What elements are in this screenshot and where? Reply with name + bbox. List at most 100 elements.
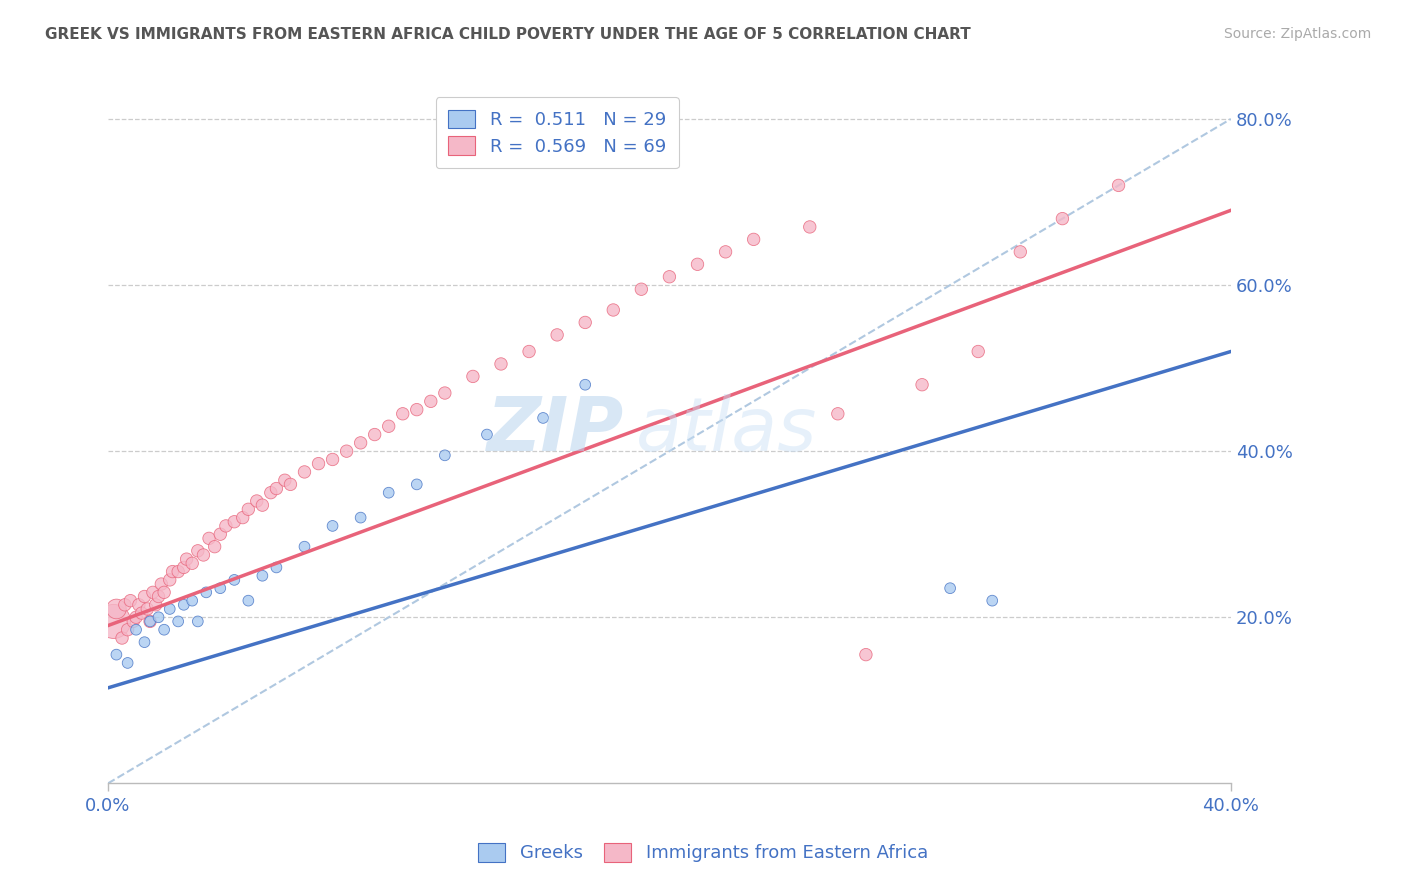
Point: [574, 377, 596, 392]
Point: [911, 377, 934, 392]
Point: [204, 540, 226, 554]
Point: [322, 519, 344, 533]
Text: ZIP: ZIP: [488, 394, 624, 467]
Point: [209, 581, 232, 595]
Point: [120, 593, 142, 607]
Legend: R =  0.511   N = 29, R =  0.569   N = 69: R = 0.511 N = 29, R = 0.569 N = 69: [436, 97, 679, 169]
Point: [433, 386, 456, 401]
Point: [391, 407, 413, 421]
Point: [377, 419, 399, 434]
Point: [162, 565, 184, 579]
Point: [139, 615, 162, 629]
Point: [967, 344, 990, 359]
Point: [122, 615, 145, 629]
Point: [198, 532, 221, 546]
Point: [167, 565, 190, 579]
Point: [105, 648, 128, 662]
Point: [145, 598, 167, 612]
Point: [136, 602, 159, 616]
Point: [195, 585, 218, 599]
Point: [167, 615, 190, 629]
Text: GREEK VS IMMIGRANTS FROM EASTERN AFRICA CHILD POVERTY UNDER THE AGE OF 5 CORRELA: GREEK VS IMMIGRANTS FROM EASTERN AFRICA …: [45, 27, 970, 42]
Point: [173, 560, 195, 574]
Point: [405, 477, 427, 491]
Point: [574, 315, 596, 329]
Point: [252, 498, 274, 512]
Point: [260, 485, 283, 500]
Point: [181, 556, 204, 570]
Point: [266, 560, 288, 574]
Point: [266, 482, 288, 496]
Point: [193, 548, 215, 562]
Point: [125, 623, 148, 637]
Point: [159, 573, 181, 587]
Point: [142, 585, 165, 599]
Point: [546, 327, 568, 342]
Point: [128, 598, 150, 612]
Point: [475, 427, 498, 442]
Point: [294, 465, 316, 479]
Point: [238, 502, 260, 516]
Point: [349, 510, 371, 524]
Point: [103, 615, 125, 629]
Point: [111, 631, 134, 645]
Point: [602, 303, 624, 318]
Point: [105, 602, 128, 616]
Point: [489, 357, 512, 371]
Point: [405, 402, 427, 417]
Point: [134, 635, 156, 649]
Point: [742, 232, 765, 246]
Point: [294, 540, 316, 554]
Point: [114, 598, 136, 612]
Point: [224, 573, 246, 587]
Point: [139, 615, 162, 629]
Point: [224, 515, 246, 529]
Point: [308, 457, 330, 471]
Text: atlas: atlas: [636, 394, 817, 467]
Point: [531, 411, 554, 425]
Point: [274, 473, 297, 487]
Point: [377, 485, 399, 500]
Point: [187, 615, 209, 629]
Point: [336, 444, 359, 458]
Text: Source: ZipAtlas.com: Source: ZipAtlas.com: [1223, 27, 1371, 41]
Point: [148, 610, 170, 624]
Point: [148, 590, 170, 604]
Point: [686, 257, 709, 271]
Point: [173, 598, 195, 612]
Point: [799, 219, 821, 234]
Point: [1052, 211, 1074, 226]
Point: [159, 602, 181, 616]
Point: [630, 282, 652, 296]
Point: [433, 448, 456, 462]
Point: [176, 552, 198, 566]
Point: [131, 606, 153, 620]
Point: [461, 369, 484, 384]
Y-axis label: Child Poverty Under the Age of 5: Child Poverty Under the Age of 5: [0, 294, 8, 566]
Point: [363, 427, 385, 442]
Point: [349, 435, 371, 450]
Point: [939, 581, 962, 595]
Point: [714, 244, 737, 259]
Point: [215, 519, 238, 533]
Point: [153, 585, 176, 599]
Point: [181, 593, 204, 607]
Point: [419, 394, 441, 409]
Point: [322, 452, 344, 467]
Point: [117, 656, 139, 670]
Legend: Greeks, Immigrants from Eastern Africa: Greeks, Immigrants from Eastern Africa: [471, 836, 935, 870]
Point: [187, 544, 209, 558]
Point: [517, 344, 540, 359]
Point: [827, 407, 849, 421]
Point: [1108, 178, 1130, 193]
Point: [855, 648, 877, 662]
Point: [252, 568, 274, 582]
Point: [246, 494, 269, 508]
Point: [280, 477, 302, 491]
Point: [232, 510, 254, 524]
Point: [125, 610, 148, 624]
Point: [134, 590, 156, 604]
Point: [117, 623, 139, 637]
Point: [209, 527, 232, 541]
Point: [238, 593, 260, 607]
